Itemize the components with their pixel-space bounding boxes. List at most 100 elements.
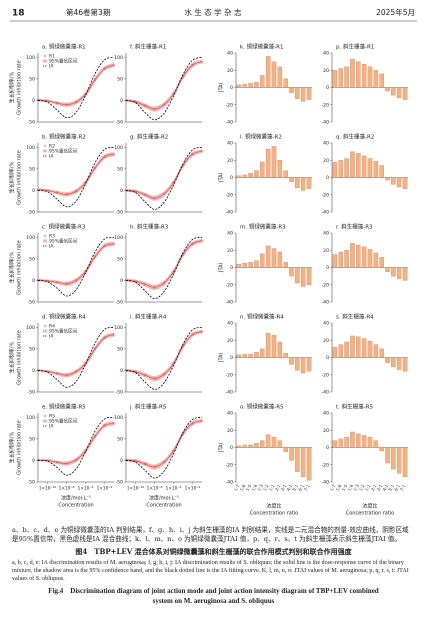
bar: [332, 346, 338, 358]
y-tick-label: -40: [225, 120, 233, 126]
data-point: [74, 458, 78, 462]
y-tick-label: 40: [323, 231, 329, 237]
x-axis-title-en: Concentration: [58, 503, 93, 509]
x-tick-label: 1×10⁻⁶: [78, 486, 94, 492]
legend-marker: [43, 324, 47, 328]
data-point: [200, 239, 204, 242]
bar: [271, 248, 277, 268]
x-tick-label: 1:2: [358, 483, 366, 492]
x-axis-title-en: Concentration ratio: [250, 511, 299, 517]
bar: [367, 66, 373, 88]
x-tick-label: 3:1: [280, 483, 288, 492]
data-point: [36, 98, 40, 102]
bar: [242, 174, 248, 178]
y-tick-label: -50: [27, 210, 35, 216]
y-tick-label: 0: [32, 458, 35, 464]
data-point: [153, 377, 156, 380]
y-tick-label: -40: [225, 390, 233, 396]
data-point: [46, 99, 49, 103]
x-tick-label: 5:1: [291, 483, 299, 492]
panel-title: l. 铜绿微囊藻-R2: [240, 133, 282, 141]
data-point: [93, 78, 97, 81]
data-point: [46, 279, 49, 283]
page-number: 18: [12, 9, 25, 19]
y-tick-label: -50: [27, 390, 35, 396]
data-point: [162, 103, 166, 106]
legend-label: 95%置信区间: [49, 148, 78, 155]
y-tick-label: 100: [26, 235, 35, 241]
y-tick-label: 20: [227, 248, 233, 254]
y-tick-label: -20: [321, 462, 329, 468]
legend-label: R1: [49, 54, 55, 60]
bar: [338, 68, 344, 88]
data-point: [55, 460, 59, 464]
y-tick-label: 20: [227, 338, 233, 344]
bar: [391, 87, 396, 96]
y-tick-label: 0: [230, 355, 233, 361]
y-tick-label: 0: [120, 188, 123, 194]
confidence-band: [126, 239, 202, 290]
y-tick-label: 40: [227, 141, 233, 147]
y-tick-label: -50: [115, 480, 123, 486]
y-tick-label: 0: [326, 175, 329, 181]
bar: [379, 165, 384, 178]
response-line: [37, 64, 115, 106]
legend-label: 95%置信区间: [49, 238, 78, 245]
bar: [236, 175, 242, 178]
x-tick-label: 1×10⁻⁴: [185, 486, 201, 492]
bar: [402, 87, 408, 100]
y-axis-title: JTAI: [219, 173, 225, 183]
x-tick-label: 4:1: [382, 483, 390, 492]
data-point: [112, 422, 116, 425]
y-tick-label: 0: [120, 98, 123, 104]
date: 2025年5月: [376, 7, 415, 17]
bar: [396, 267, 402, 279]
bar: [289, 447, 294, 461]
bar: [350, 151, 355, 178]
bar: [402, 447, 408, 477]
x-tick-label: 3:1: [376, 483, 384, 492]
bar: [277, 251, 283, 268]
data-point: [65, 193, 68, 196]
bar: [402, 357, 408, 372]
caption-title-zh: 图4 TBP+LEV 混合体系对铜绿微囊藻和斜生栅藻的联合作用模式判别和联合作用…: [75, 547, 352, 556]
y-tick-label: 100: [26, 415, 35, 421]
response-line: [125, 61, 203, 110]
panel-title: n. 铜绿微囊藻-R4: [240, 313, 284, 321]
y-tick-label: 0: [326, 355, 329, 361]
y-tick-label: 50: [29, 346, 35, 352]
x-tick-label: 1×10⁻¹⁰: [39, 486, 57, 492]
legend-label: R3: [49, 234, 55, 240]
panel-title: p. 斜生栅藻-R1: [336, 43, 374, 51]
bar: [361, 338, 367, 358]
x-tick-label: 5:1: [387, 483, 395, 492]
data-point: [65, 282, 68, 286]
y-tick-label: 40: [227, 411, 233, 417]
bar: [373, 440, 379, 448]
y-tick-label: -40: [321, 210, 329, 216]
bar: [277, 66, 283, 88]
bar: [260, 161, 265, 178]
response-line: [37, 243, 115, 285]
legend-band: [43, 329, 47, 333]
bar: [265, 148, 271, 178]
y-tick-label: 50: [117, 346, 123, 352]
legend-marker: [43, 414, 47, 418]
data-point: [200, 149, 204, 153]
data-point: [93, 255, 97, 258]
y-tick-label: 100: [26, 55, 35, 61]
y-tick-label: -20: [321, 102, 329, 108]
y-axis-title-en: Growth inhibition rate: [17, 240, 23, 295]
bar: [402, 177, 408, 189]
data-point: [46, 370, 49, 373]
y-tick-label: 20: [323, 248, 329, 254]
data-point: [93, 435, 97, 438]
y-axis-title-en: Growth inhibition rate: [17, 330, 23, 385]
legend-label: IA: [49, 64, 54, 70]
bar: [283, 353, 288, 358]
legend-marker: [43, 144, 47, 148]
y-tick-label: 50: [117, 256, 123, 262]
bar: [300, 447, 306, 477]
bar: [254, 170, 259, 178]
confidence-band: [126, 329, 202, 382]
